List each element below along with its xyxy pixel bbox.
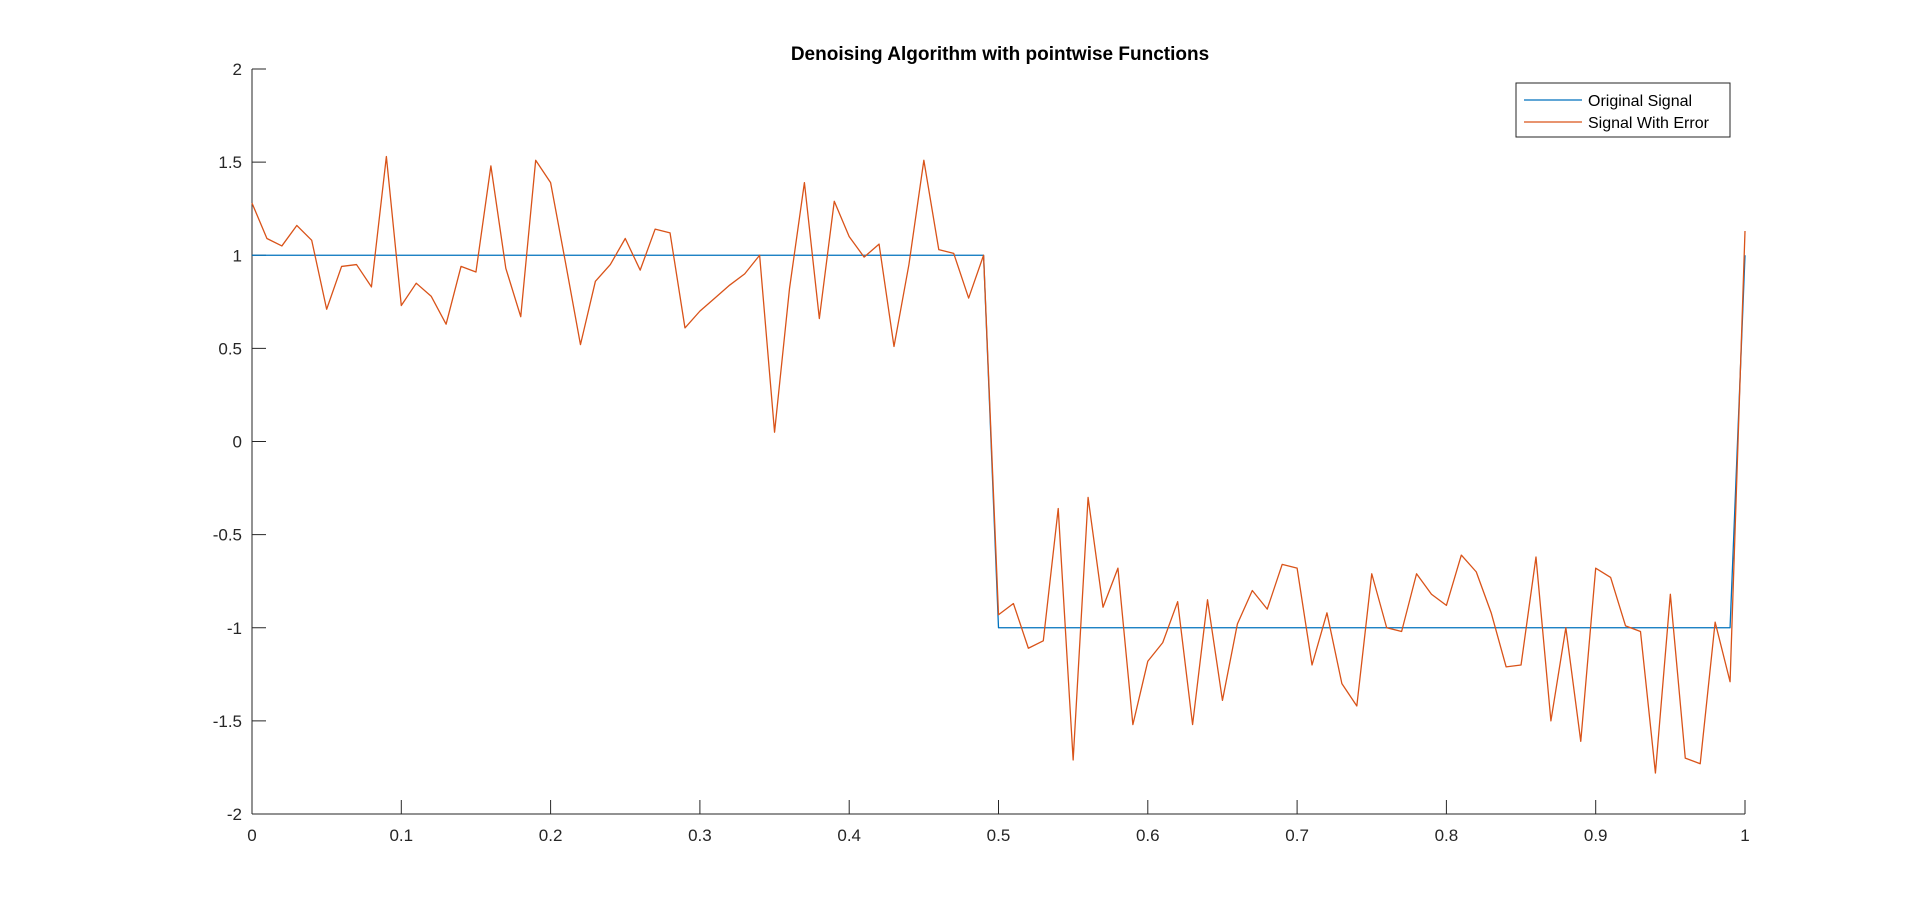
series-line-original-signal (252, 254, 1746, 629)
series-line-signal-with-error (251, 155, 1746, 774)
x-tick-label: 0.8 (1435, 826, 1459, 845)
x-tick-label: 0.5 (987, 826, 1011, 845)
y-tick-label: 1 (233, 246, 242, 265)
x-tick-label: 0.4 (837, 826, 861, 845)
legend-box (1515, 82, 1731, 138)
chart-title: Denoising Algorithm with pointwise Funct… (791, 44, 1209, 65)
x-tick-label: 0.3 (688, 826, 712, 845)
y-tick-label: 0 (233, 433, 242, 452)
x-tick-label: 0.2 (539, 826, 563, 845)
x-tick-label: 0.1 (389, 826, 413, 845)
legend: Original Signal Signal With Error (1515, 82, 1731, 138)
y-tick-label: 0.5 (218, 339, 242, 358)
x-tick-label: 1 (1740, 826, 1749, 845)
y-tick-label: -0.5 (213, 526, 242, 545)
y-tick-label: 2 (233, 60, 242, 79)
x-tick-label: 0.9 (1584, 826, 1608, 845)
y-tick-label: -1 (227, 619, 242, 638)
y-tick-label: -2 (227, 805, 242, 824)
x-tick-label: 0.6 (1136, 826, 1160, 845)
y-tick-label: -1.5 (213, 712, 242, 731)
x-tick-label: 0 (247, 826, 256, 845)
legend-label: Signal With Error (1588, 115, 1710, 132)
x-tick-label: 0.7 (1285, 826, 1309, 845)
y-tick-label: 1.5 (218, 153, 242, 172)
series-group (251, 155, 1746, 774)
axes: 2 1.5 1 0.5 0 -0.5 -1 -1.5 -2 0 0.1 0.2 0.3 0.4 0.5 0.6… (213, 60, 1750, 845)
legend-label: Original Signal (1588, 93, 1692, 110)
